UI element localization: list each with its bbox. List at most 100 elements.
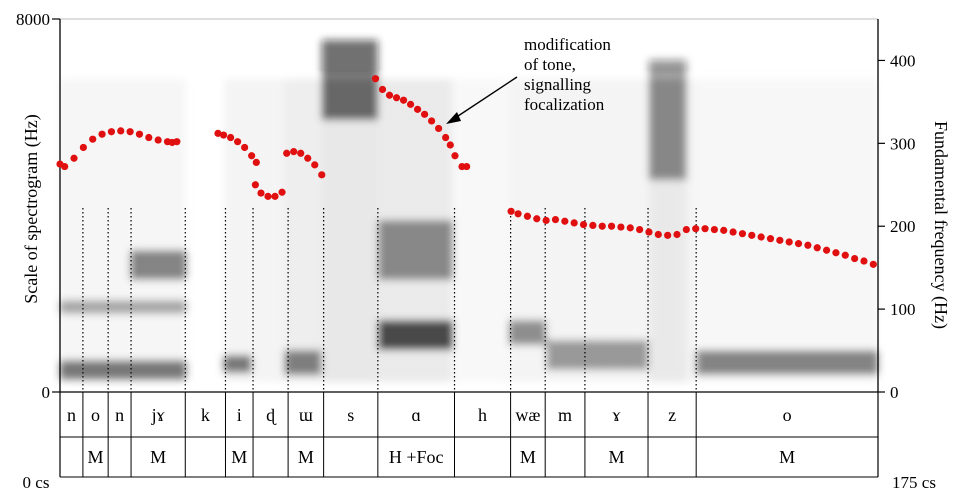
f0-point [748, 231, 756, 239]
f0-point [451, 152, 459, 160]
f0-point [79, 143, 87, 152]
f0-point [598, 222, 606, 230]
left-axis: 8000 0 Scale of spectrogram (Hz) [16, 10, 60, 402]
f0-point [682, 225, 690, 234]
f0-point [257, 189, 265, 197]
annotation-arrow [451, 76, 518, 121]
f0-point [645, 228, 653, 236]
f0-point [220, 131, 228, 139]
segment-boundary-lines [82, 208, 697, 392]
left-axis-label: Scale of spectrogram (Hz) [21, 114, 42, 303]
f0-point [804, 241, 812, 249]
segment-label: ɤ [612, 405, 620, 425]
f0-point [860, 257, 868, 265]
f0-point [822, 246, 831, 254]
tone-label: M [298, 447, 314, 467]
f0-point [428, 117, 436, 125]
tone-label: M [231, 447, 247, 467]
f0-point [869, 260, 877, 268]
f0-point [785, 238, 793, 246]
f0-point [607, 222, 616, 230]
f0-point [145, 133, 153, 142]
f0-point [561, 217, 569, 225]
f0-point [98, 130, 106, 138]
f0-point [406, 100, 415, 108]
tone-label: M [88, 447, 104, 467]
f0-point [710, 225, 719, 234]
plot-frame [59, 18, 879, 393]
right-axis-label: Fundamental frequency (Hz) [930, 121, 951, 329]
f0-point [89, 135, 97, 143]
f0-point [70, 154, 78, 162]
segment-tier: n o n jɤ k i ɖ ɯ s ɑ h wæ m ɤ z o [67, 392, 792, 477]
f0-point [227, 133, 235, 142]
f0-point [813, 244, 821, 252]
f0-point [442, 133, 450, 142]
tone-label: M [520, 447, 536, 467]
f0-point [720, 226, 728, 234]
f0-point [738, 230, 747, 238]
f0-point [311, 161, 319, 169]
tone-label: M [150, 447, 166, 467]
f0-point [297, 149, 305, 157]
segment-label: ɖ [266, 405, 277, 425]
tone-tier: M M M M H +Foc M M M [88, 447, 796, 467]
f0-point [636, 225, 644, 234]
segment-label: h [478, 405, 487, 425]
f0-point [378, 85, 387, 94]
f0-contour [56, 75, 877, 268]
f0-point [570, 219, 578, 227]
spectrogram-image [60, 40, 878, 382]
f0-point [673, 230, 681, 239]
f0-point [304, 154, 312, 162]
f0-point [61, 162, 69, 171]
segment-label: n [115, 405, 124, 425]
focalization-annotation: modification of tone, signalling focalizati… [446, 35, 611, 124]
segment-label: ɯ [299, 405, 313, 425]
f0-point [283, 149, 291, 157]
f0-point [241, 143, 249, 152]
f0-point [371, 75, 380, 83]
segment-label: n [67, 405, 76, 425]
f0-point [533, 215, 541, 223]
f0-point [851, 254, 859, 263]
f0-point [701, 225, 709, 233]
f0-point [420, 110, 429, 118]
right-tick-label: 200 [890, 217, 916, 236]
f0-point [551, 215, 560, 224]
segment-label: o [783, 405, 792, 425]
f0-point [117, 127, 125, 135]
f0-point [126, 128, 134, 136]
f0-point [617, 223, 625, 231]
f0-point [832, 249, 840, 257]
left-tick-label-bottom: 0 [42, 383, 51, 402]
tone-label: M [779, 447, 795, 467]
f0-point [290, 148, 298, 156]
tone-label: H +Foc [389, 447, 444, 467]
time-end-label: 175 cs [892, 473, 936, 492]
f0-point [413, 105, 422, 113]
f0-point [399, 96, 408, 104]
f0-point [841, 251, 849, 259]
right-axis: Fundamental frequency (Hz) 0 100 200 300 400 [878, 51, 951, 402]
f0-point [766, 235, 775, 243]
f0-point [251, 181, 259, 189]
segment-label: ɑ [411, 405, 420, 425]
f0-point [729, 228, 737, 236]
f0-point [514, 210, 522, 218]
f0-point [154, 136, 162, 144]
time-start-label: 0 cs [23, 473, 50, 492]
f0-point [435, 124, 443, 133]
f0-point [589, 221, 597, 229]
f0-point [654, 230, 662, 239]
f0-point [692, 225, 700, 233]
f0-point [278, 188, 286, 196]
f0-point [794, 240, 803, 248]
segment-label: jɤ [151, 405, 165, 425]
f0-point [626, 224, 634, 232]
right-tick-label: 100 [890, 300, 916, 319]
f0-point [234, 138, 242, 146]
f0-point [542, 216, 550, 225]
tone-label: M [608, 447, 624, 467]
